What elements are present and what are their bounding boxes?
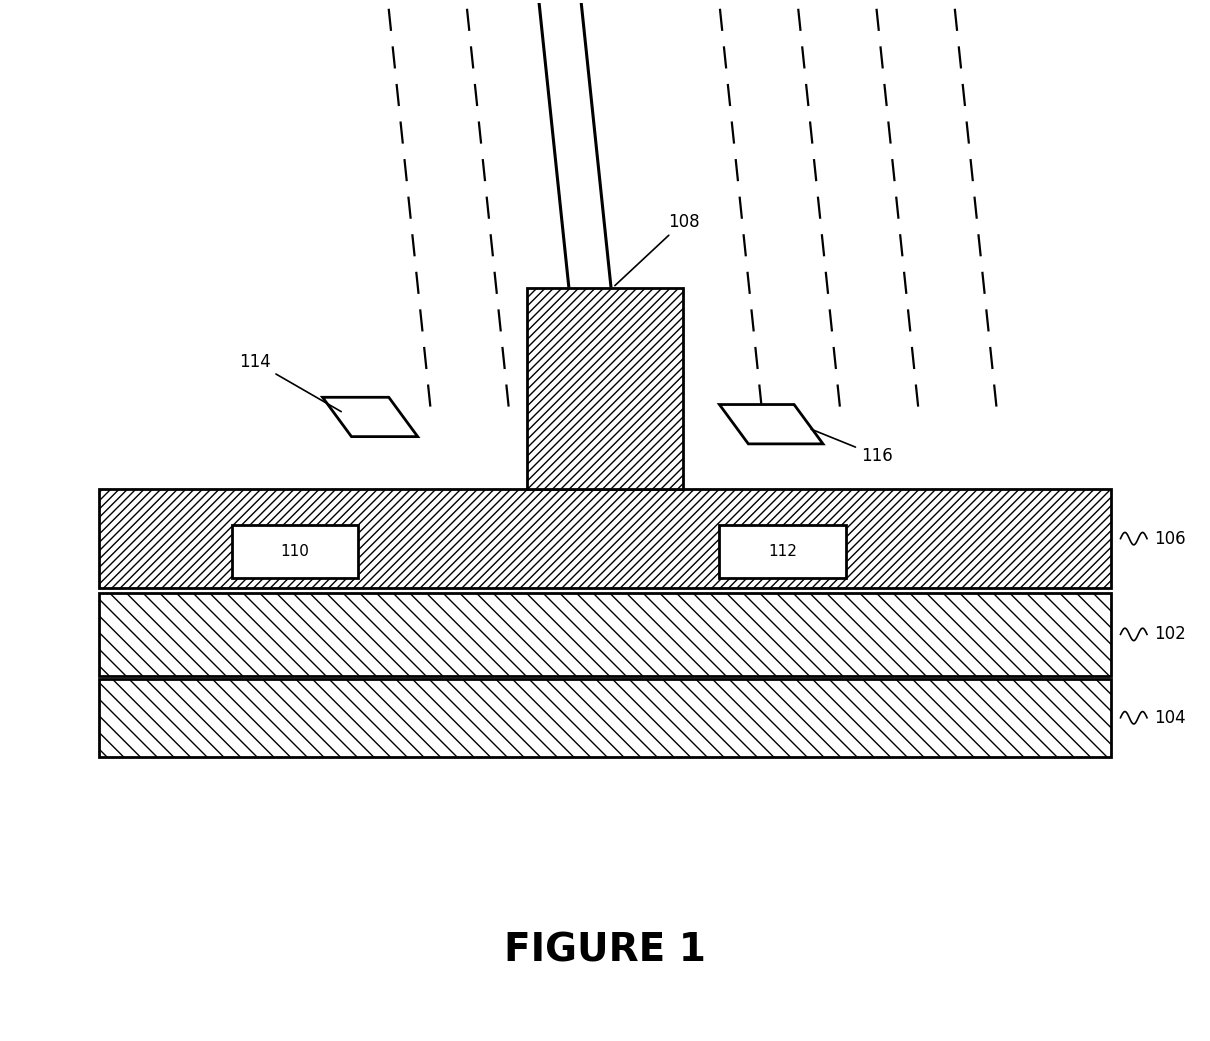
Bar	[99, 593, 1111, 676]
Text: 104: 104	[1154, 709, 1186, 727]
Text: 106: 106	[1154, 530, 1186, 548]
Bar	[99, 489, 1111, 588]
Bar	[526, 287, 684, 489]
Text: 116: 116	[811, 429, 893, 464]
Bar	[231, 525, 358, 579]
Text: 108: 108	[615, 212, 699, 285]
Text: FIGURE 1: FIGURE 1	[505, 932, 705, 969]
Bar	[99, 679, 1111, 757]
Text: 110: 110	[281, 544, 310, 559]
Text: 102: 102	[1154, 626, 1186, 643]
Text: 112: 112	[768, 544, 797, 559]
Text: 114: 114	[240, 353, 341, 411]
Polygon shape	[323, 398, 417, 436]
Bar	[720, 525, 846, 579]
Polygon shape	[720, 405, 823, 443]
